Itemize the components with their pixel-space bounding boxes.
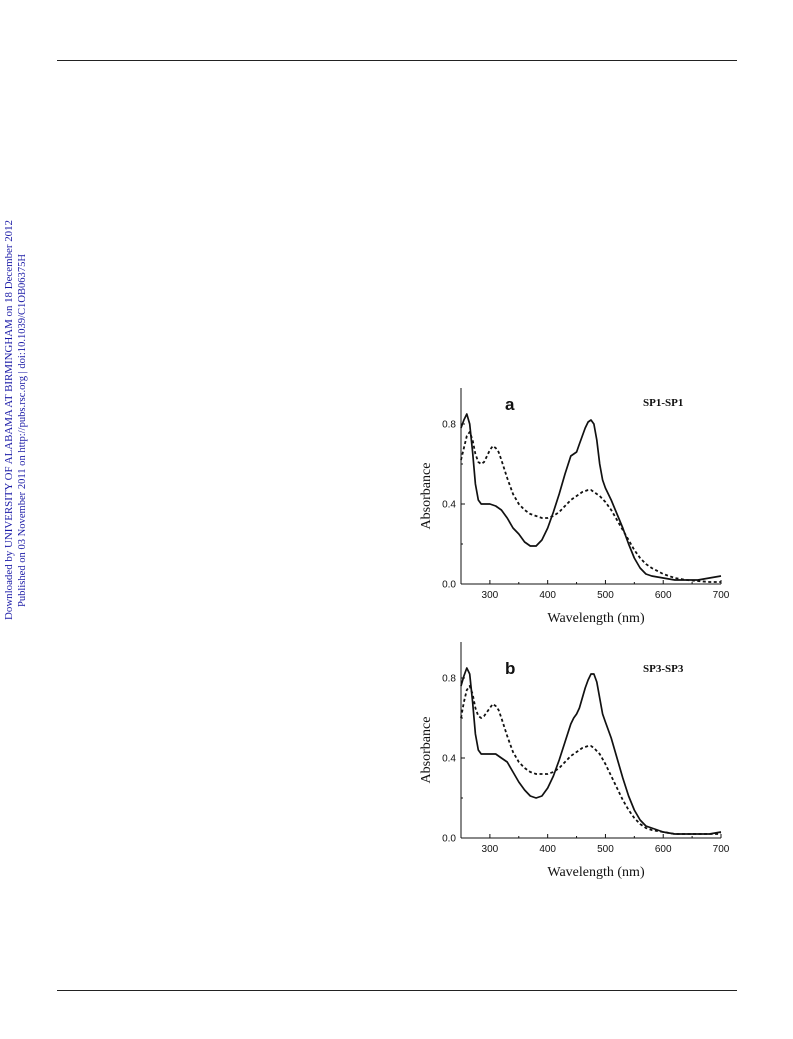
x-tick-label: 700 [713,590,730,601]
figure-panel-a: a SP1-SP1 Wavelength (nm) Absorbance 300… [410,384,730,634]
x-tick-label: 400 [539,590,556,601]
y-tick-label: 0.4 [442,500,456,511]
y-axis-title: Absorbance [419,463,434,530]
x-tick-label: 700 [713,844,730,855]
x-tick-label: 600 [655,590,672,601]
x-axis-title: Wavelength (nm) [547,865,645,880]
panel-tag: SP3-SP3 [643,663,684,675]
figure-panel-b: b SP3-SP3 Wavelength (nm) Absorbance 300… [410,638,730,888]
panel-letter: a [505,395,515,414]
x-axis-title: Wavelength (nm) [547,611,645,626]
y-tick-label: 0.8 [442,420,456,431]
x-tick-label: 600 [655,844,672,855]
y-tick-label: 0.4 [442,754,456,765]
panel-letter: b [505,659,515,678]
x-tick-label: 500 [597,590,614,601]
footer-rule [57,990,737,991]
watermark-svg: Downloaded by UNIVERSITY OF ALABAMA AT B… [4,220,28,620]
absorbance-chart-a: a SP1-SP1 Wavelength (nm) Absorbance 300… [419,388,730,626]
watermark-line-1[interactable]: Downloaded by UNIVERSITY OF ALABAMA AT B… [4,220,15,620]
y-tick-label: 0.0 [442,834,456,845]
watermark-line-2[interactable]: Published on 03 November 2011 on http://… [17,254,28,607]
x-tick-label: 400 [539,844,556,855]
x-tick-label: 300 [482,590,499,601]
y-tick-label: 0.8 [442,674,456,685]
x-tick-label: 300 [482,844,499,855]
dashed-spectrum-line [460,431,721,583]
x-tick-label: 500 [597,844,614,855]
y-tick-label: 0.0 [442,580,456,591]
solid-spectrum-line [460,413,722,581]
absorbance-chart-b: b SP3-SP3 Wavelength (nm) Absorbance 300… [419,642,730,880]
panel-tag: SP1-SP1 [643,397,683,409]
dashed-spectrum-line [460,685,721,835]
header-rule [57,60,737,61]
solid-spectrum-line [460,667,722,835]
y-axis-title: Absorbance [419,717,434,784]
download-watermark: Downloaded by UNIVERSITY OF ALABAMA AT B… [0,0,40,640]
